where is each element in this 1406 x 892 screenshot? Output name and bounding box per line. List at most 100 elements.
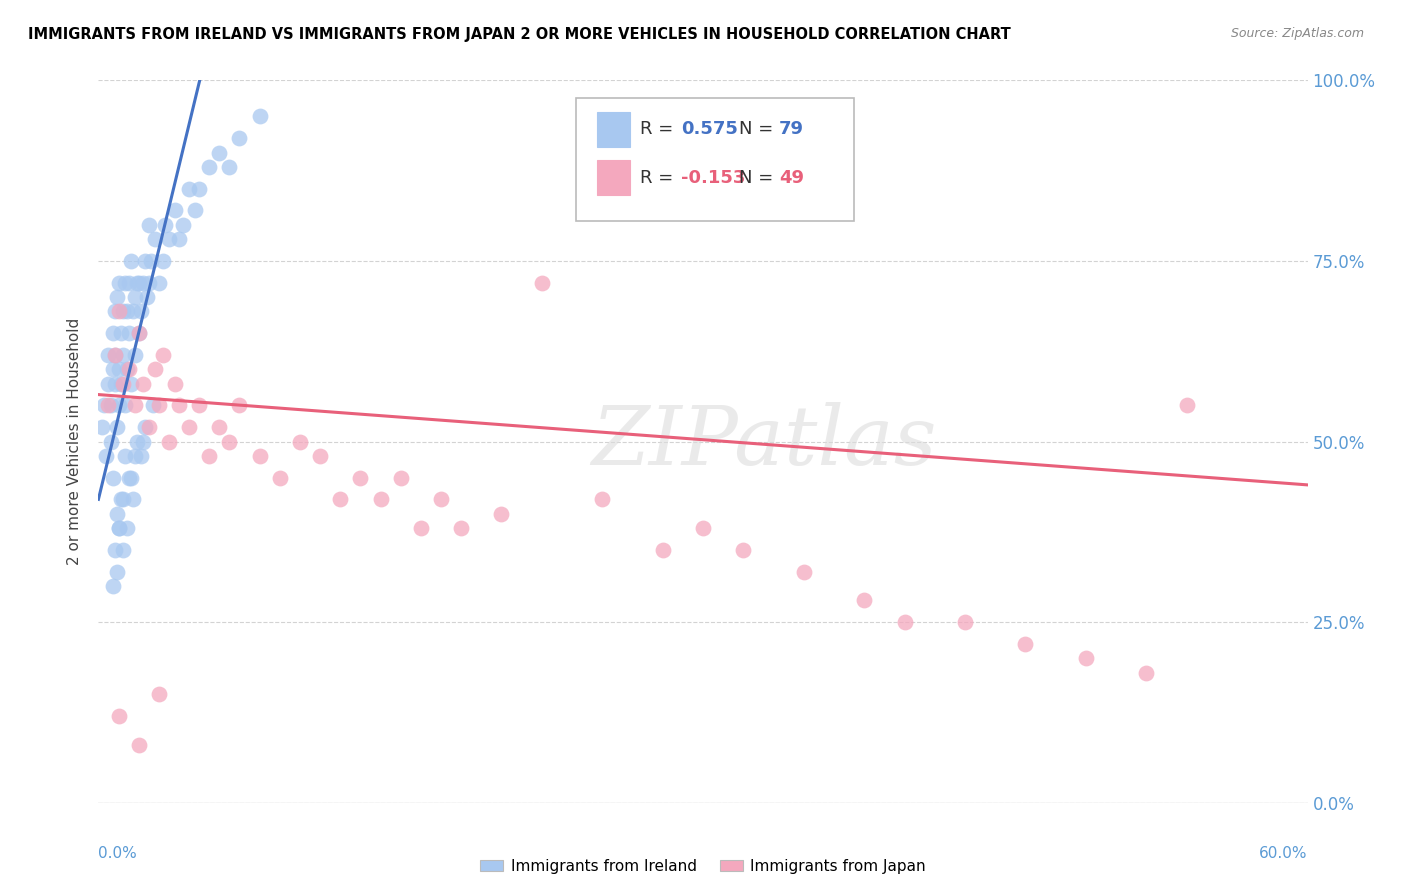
Point [1135,665,1157,680]
Point [269,470,291,484]
Point [167,232,190,246]
Point [152,253,174,268]
Point [120,253,142,268]
Point [893,615,915,630]
Point [153,218,176,232]
Point [409,521,432,535]
Point [101,362,124,376]
Text: 0.0%: 0.0% [98,847,138,861]
Point [107,521,129,535]
Point [139,253,162,268]
Point [97,348,120,362]
Point [218,160,240,174]
Point [208,420,231,434]
Point [188,398,211,412]
Point [129,449,152,463]
Point [118,362,141,376]
Point [124,449,146,463]
Point [110,376,132,391]
Point [107,398,129,412]
Point [591,492,613,507]
Point [138,218,160,232]
Point [114,449,136,463]
Point [491,507,513,521]
Point [450,521,472,535]
Point [188,182,211,196]
Point [93,398,115,412]
Point [115,362,138,376]
Point [111,348,134,362]
Text: R =: R = [640,120,679,138]
Point [249,449,271,463]
Point [152,348,174,362]
Point [100,434,122,449]
Point [118,276,141,290]
FancyBboxPatch shape [576,98,855,221]
Legend: Immigrants from Ireland, Immigrants from Japan: Immigrants from Ireland, Immigrants from… [474,853,932,880]
Point [733,542,755,557]
Text: Source: ZipAtlas.com: Source: ZipAtlas.com [1230,27,1364,40]
Point [530,276,553,290]
Text: N =: N = [740,169,779,186]
Point [143,232,166,246]
Point [103,348,125,362]
Point [97,398,120,412]
Point [163,203,186,218]
Point [118,326,141,340]
Point [179,420,201,434]
Point [198,449,221,463]
Point [167,398,190,412]
Point [107,304,129,318]
Point [103,542,125,557]
Point [135,290,157,304]
Point [179,182,201,196]
Point [118,470,141,484]
Point [125,276,148,290]
Bar [596,161,630,195]
Point [228,398,250,412]
Point [97,376,120,391]
Point [132,376,155,391]
Point [148,687,170,701]
Point [249,110,271,124]
Point [853,593,876,607]
Text: IMMIGRANTS FROM IRELAND VS IMMIGRANTS FROM JAPAN 2 OR MORE VEHICLES IN HOUSEHOLD: IMMIGRANTS FROM IRELAND VS IMMIGRANTS FR… [28,27,1011,42]
Point [148,398,170,412]
Point [107,362,129,376]
Point [107,709,129,723]
Point [138,276,160,290]
Point [953,615,976,630]
Point [124,398,146,412]
Bar [596,112,630,147]
Point [111,542,134,557]
Point [121,304,143,318]
Point [128,276,150,290]
Point [103,348,125,362]
Point [96,449,118,463]
Point [1074,651,1097,665]
Point [228,131,250,145]
Point [172,218,194,232]
Point [124,290,146,304]
Point [124,348,146,362]
Point [111,376,134,391]
Point [105,420,128,434]
Point [110,492,132,507]
Point [120,376,142,391]
Point [128,738,150,752]
Point [349,470,371,484]
Point [430,492,453,507]
Point [1014,637,1036,651]
Point [184,203,207,218]
Point [91,420,114,434]
Text: 0.575: 0.575 [682,120,738,138]
Point [138,420,160,434]
Text: -0.153: -0.153 [682,169,745,186]
Point [100,398,122,412]
Point [198,160,221,174]
Text: 49: 49 [779,169,804,186]
Point [692,521,714,535]
Point [105,565,128,579]
Point [329,492,352,507]
Point [125,434,148,449]
